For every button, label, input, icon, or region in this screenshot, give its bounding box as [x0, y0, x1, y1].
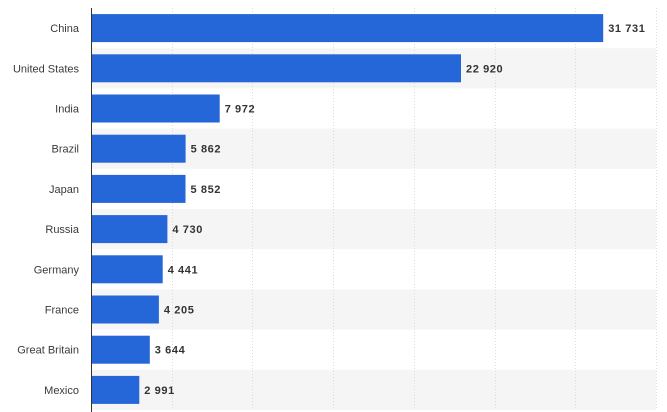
category-label: China — [50, 23, 80, 35]
category-label: Germany — [34, 264, 80, 276]
category-label: United States — [13, 63, 80, 75]
value-label: 5 862 — [191, 144, 222, 156]
value-label: 4 730 — [172, 224, 203, 236]
row-band — [91, 369, 656, 410]
value-labels: 31 731 22 920 7 972 5 862 5 852 4 730 4 441 4 2… — [144, 23, 645, 397]
category-label: India — [55, 104, 80, 116]
row-bands — [91, 48, 656, 410]
bar — [91, 215, 168, 244]
bar — [91, 335, 150, 364]
bar — [91, 375, 140, 404]
bar — [91, 174, 186, 203]
category-label: Great Britain — [17, 345, 79, 357]
category-label: Russia — [45, 224, 80, 236]
value-label: 2 991 — [144, 385, 175, 397]
value-label: 4 205 — [164, 305, 195, 317]
bar — [91, 134, 186, 163]
bar — [91, 54, 461, 83]
category-label: Mexico — [44, 385, 79, 397]
category-label: France — [45, 305, 79, 317]
category-label: Brazil — [51, 144, 79, 156]
bar — [91, 255, 163, 284]
value-label: 4 441 — [168, 264, 199, 276]
value-label: 5 852 — [191, 184, 222, 196]
bar — [91, 295, 159, 324]
row-band — [91, 209, 656, 250]
category-label: Japan — [49, 184, 79, 196]
bar — [91, 94, 220, 123]
value-label: 22 920 — [466, 63, 503, 75]
value-label: 3 644 — [155, 345, 186, 357]
category-labels: China United States India Brazil Japan Russia… — [13, 23, 80, 397]
value-label: 7 972 — [225, 104, 256, 116]
bar — [91, 14, 604, 43]
row-band — [91, 289, 656, 330]
value-label: 31 731 — [608, 23, 645, 35]
bars — [91, 14, 604, 404]
